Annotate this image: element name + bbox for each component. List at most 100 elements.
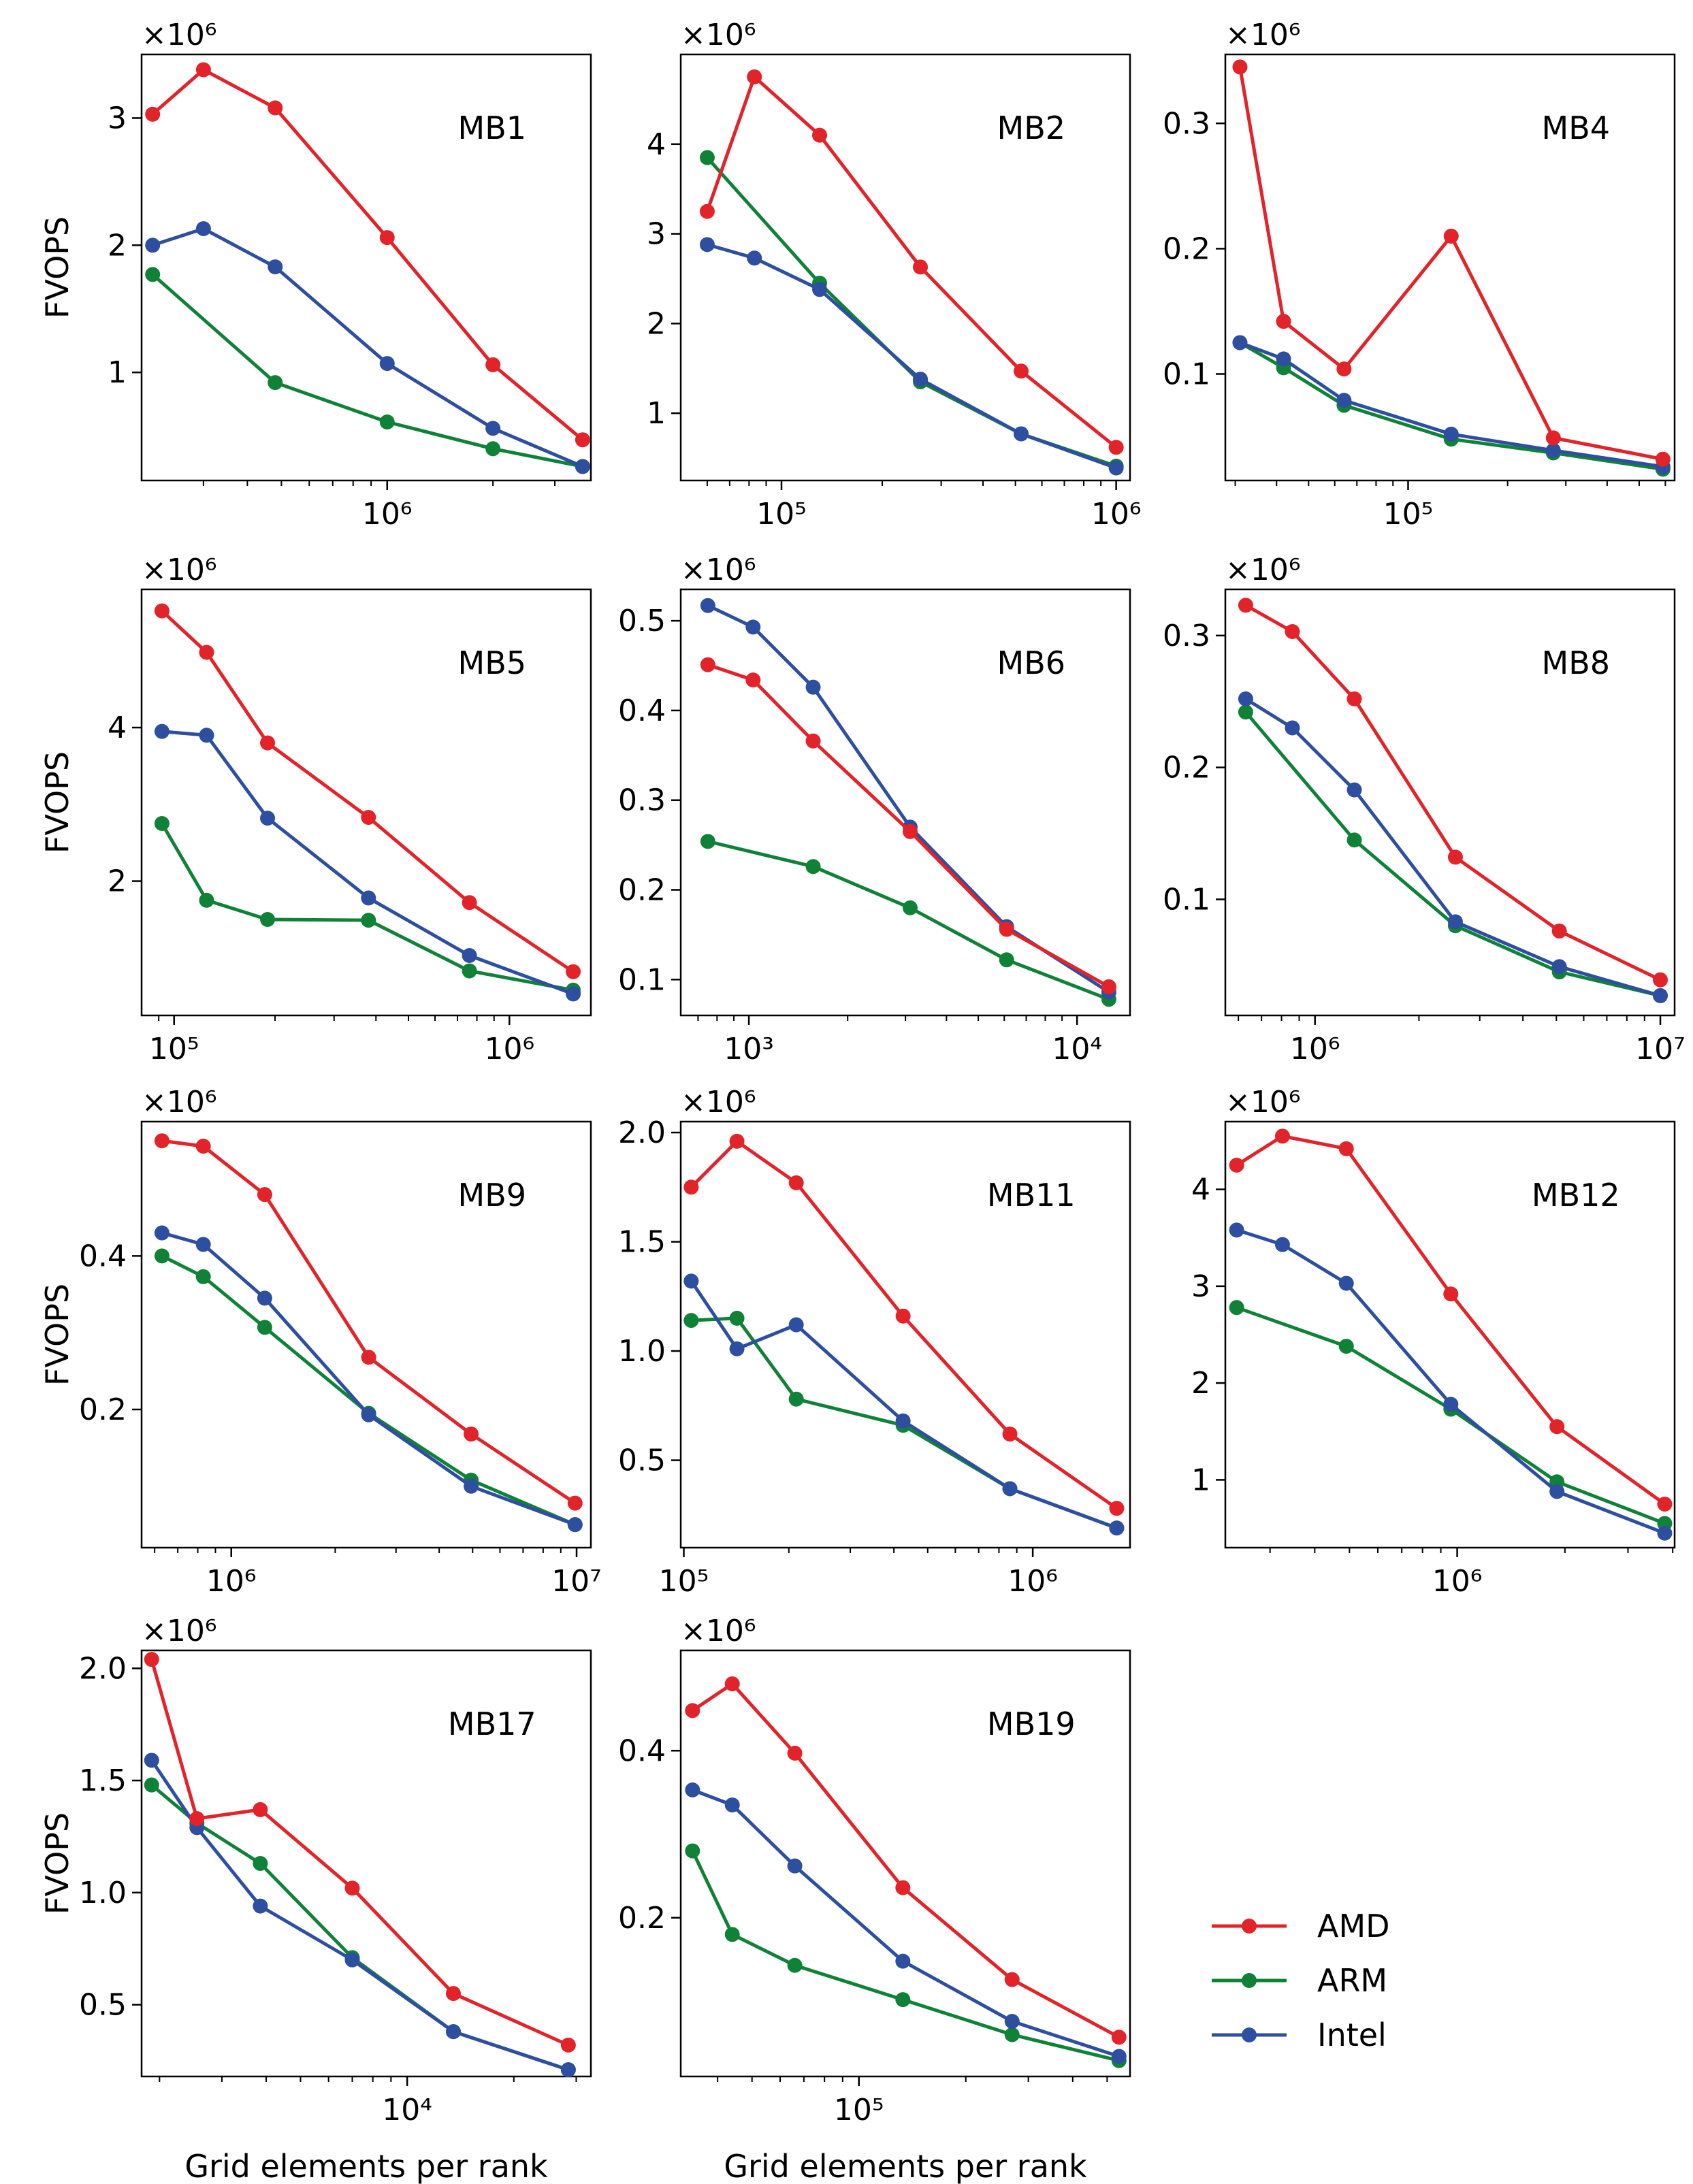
panel-title: MB12 xyxy=(1532,1177,1620,1213)
legend-swatch-marker xyxy=(1242,1973,1257,1988)
data-point xyxy=(199,892,214,908)
plot-frame xyxy=(679,1120,1131,1549)
data-point xyxy=(575,432,590,448)
x-tick-label: 10⁵ xyxy=(659,1564,709,1599)
series-arm xyxy=(144,1777,576,2078)
data-point xyxy=(685,1703,700,1718)
data-point xyxy=(144,1652,159,1667)
series-amd xyxy=(1232,59,1671,467)
data-point xyxy=(729,1310,745,1326)
y-tick-label: 0.2 xyxy=(79,1392,127,1427)
series-amd xyxy=(685,1676,1127,2045)
legend-label: ARM xyxy=(1317,1962,1387,1999)
minor-ticks xyxy=(159,2076,577,2082)
data-point xyxy=(154,1225,170,1241)
series-line xyxy=(151,67,584,442)
data-point xyxy=(1238,704,1253,720)
series-line xyxy=(706,156,1117,468)
data-point xyxy=(805,859,821,875)
data-point xyxy=(379,230,395,246)
series-line xyxy=(707,242,1117,470)
data-point xyxy=(745,672,761,688)
data-point xyxy=(1109,1501,1125,1516)
data-point xyxy=(895,1992,911,2008)
data-point xyxy=(699,150,715,165)
x-tick-label: 10⁵ xyxy=(149,1032,199,1066)
data-point xyxy=(361,1350,376,1365)
data-point xyxy=(895,1308,911,1324)
y-tick-label: 4 xyxy=(647,127,666,162)
y-tick-label: 1 xyxy=(1191,1463,1210,1497)
data-point xyxy=(724,1927,740,1942)
data-point xyxy=(683,1313,699,1329)
data-point xyxy=(1109,1520,1125,1536)
data-point xyxy=(462,895,477,911)
series-intel xyxy=(685,1782,1127,2064)
data-point xyxy=(812,282,828,297)
data-point xyxy=(902,900,918,915)
panel-mb6: 10³ 10⁴ 0.1 0.2 0.3 0.4 0.5 ×10⁶ MB6 xyxy=(618,553,1131,1066)
x-tick-label: 10⁶ xyxy=(1432,1564,1483,1599)
data-point xyxy=(685,1843,700,1859)
data-point xyxy=(445,2024,461,2040)
data-point xyxy=(1101,979,1116,994)
legend-item-intel: Intel xyxy=(1212,2017,1387,2053)
data-point xyxy=(1447,914,1463,930)
panel-title: MB17 xyxy=(448,1706,536,1742)
plot-frame xyxy=(140,1649,592,2078)
data-point xyxy=(189,1811,205,1827)
data-point xyxy=(379,356,395,372)
data-point xyxy=(1232,335,1248,351)
legend-label: Intel xyxy=(1317,2017,1387,2053)
plot-frame xyxy=(140,53,592,482)
data-point xyxy=(154,723,170,739)
y-multiplier: ×10⁶ xyxy=(1225,553,1301,587)
series-line xyxy=(707,839,1110,1001)
data-point xyxy=(895,1880,911,1895)
series-line xyxy=(707,663,1110,988)
y-tick-label: 0.1 xyxy=(1163,357,1210,392)
series-intel xyxy=(1229,1222,1673,1541)
series-line xyxy=(1239,341,1664,471)
data-point xyxy=(747,69,762,84)
data-point xyxy=(485,421,501,436)
plot-frame xyxy=(679,1649,1131,2078)
panel-title: MB2 xyxy=(997,110,1066,146)
data-point xyxy=(913,372,929,387)
data-point xyxy=(445,1986,461,2002)
y-multiplier: ×10⁶ xyxy=(142,553,217,587)
data-point xyxy=(462,948,477,964)
series-amd xyxy=(154,603,581,979)
data-point xyxy=(999,952,1014,968)
data-point xyxy=(1655,451,1671,467)
data-point xyxy=(1111,2030,1127,2045)
plot-frame xyxy=(1224,53,1676,482)
legend-item-amd: AMD xyxy=(1212,1908,1390,1944)
data-point xyxy=(700,598,715,613)
y-tick-label: 3 xyxy=(108,101,127,135)
data-point xyxy=(199,645,214,660)
series-intel xyxy=(154,1225,583,1533)
series-arm xyxy=(1229,1300,1673,1531)
y-tick-label: 0.4 xyxy=(618,694,666,728)
y-tick-label: 1 xyxy=(108,355,127,390)
data-point xyxy=(787,1858,803,1874)
y-tick-label: 0.2 xyxy=(618,1901,666,1936)
data-point xyxy=(1347,691,1362,706)
minor-ticks xyxy=(717,2076,1108,2082)
minor-ticks xyxy=(697,1015,1063,1021)
data-point xyxy=(745,619,761,635)
data-point xyxy=(154,603,170,619)
panel-mb1: 10⁶ 1 2 3 ×10⁶ MB1 FVOPS xyxy=(39,18,592,532)
data-point xyxy=(787,1745,803,1761)
x-tick-label: 10⁷ xyxy=(1635,1032,1686,1066)
data-point xyxy=(195,1269,211,1284)
x-tick-label: 10⁵ xyxy=(834,2093,884,2128)
series-arm xyxy=(154,816,581,998)
data-point xyxy=(1549,1419,1565,1435)
series-line xyxy=(161,730,574,996)
x-tick-label: 10⁶ xyxy=(362,497,413,532)
data-point xyxy=(1276,351,1291,367)
x-tick-label: 10⁷ xyxy=(551,1564,602,1599)
panel-mb2: 10⁵ 10⁶ 1 2 3 4 ×10⁶ MB2 xyxy=(647,18,1141,532)
